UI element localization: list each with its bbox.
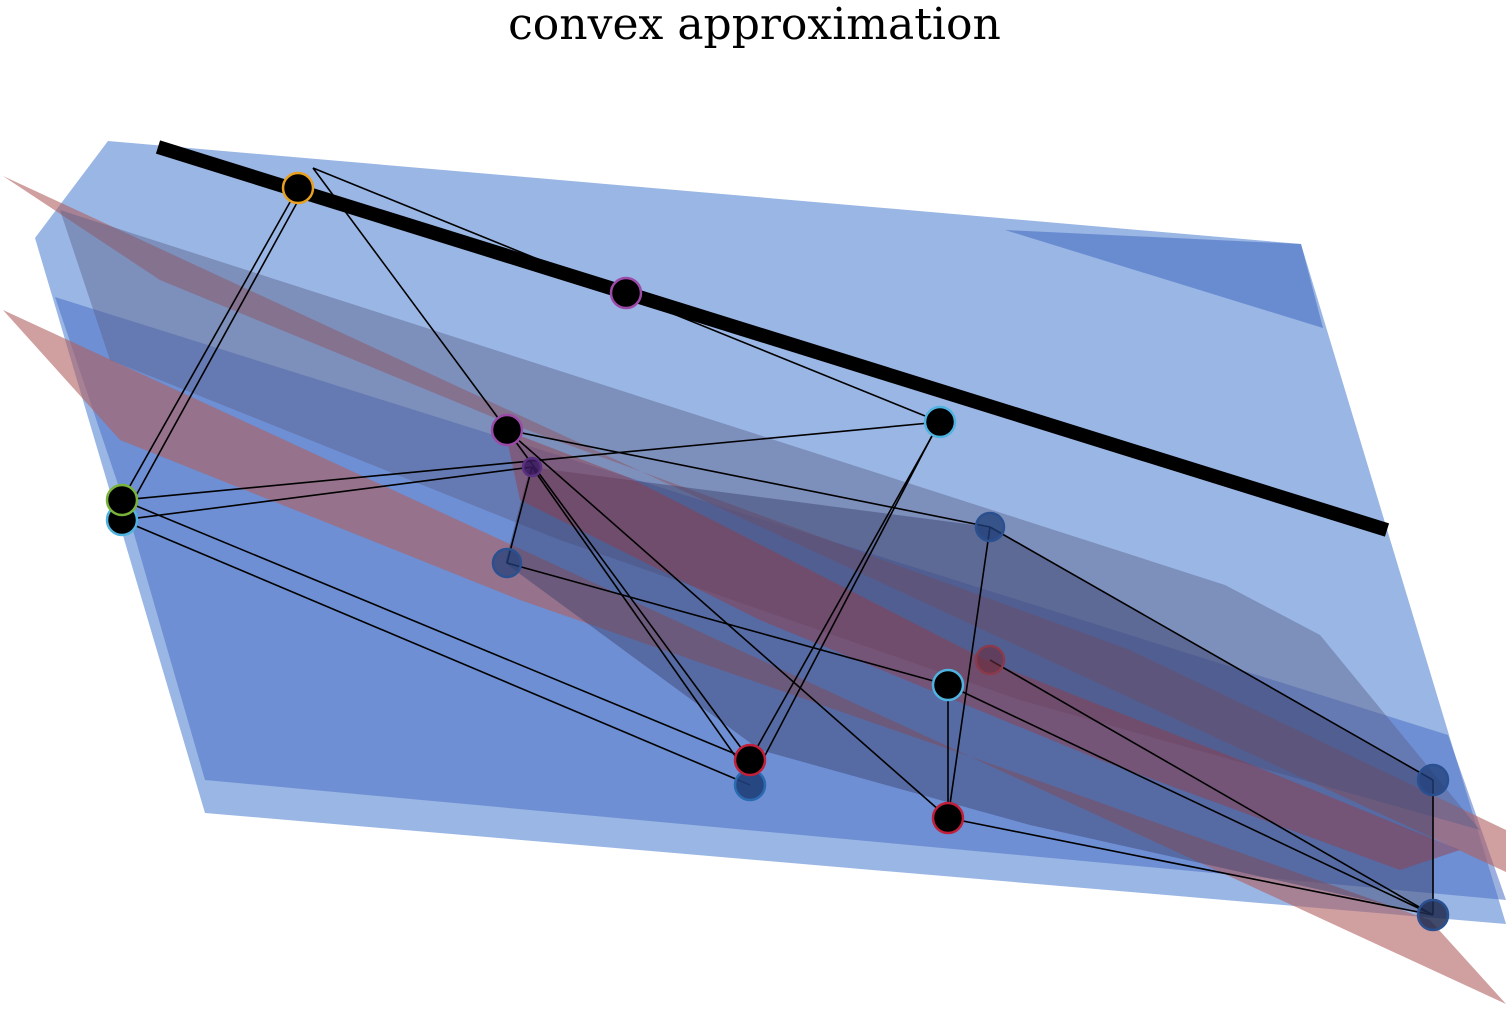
edge-21 [506,466,533,564]
node-crimson-mid [733,743,767,777]
inner-hull [505,467,1433,915]
edge-10 [531,466,746,771]
red-mid-band [505,430,1460,870]
node-hidden-b [974,511,1006,543]
node-hidden-e [1416,898,1450,932]
edge-19 [947,526,991,819]
edge-4 [127,189,305,511]
red-plane-upper [3,176,1506,872]
edge-6 [121,499,751,761]
edge-22 [989,659,1434,916]
node-green [105,483,139,517]
node-hidden-f [521,456,543,478]
edge-20 [506,562,949,686]
edge-18 [989,526,1434,781]
edge-7 [121,466,533,521]
edge-2 [312,167,508,431]
blue-plane-corner-shade [1005,230,1323,328]
blue-plane-lower [55,297,1506,900]
slab-plane [60,210,1480,830]
edge-24 [299,187,627,294]
node-orange [281,171,315,205]
node-hidden-d [1416,763,1450,797]
node-cyan-right [923,405,957,439]
red-plane-lower [3,310,1506,1004]
node-hidden-c [974,644,1006,676]
edge-9 [506,429,751,761]
edge-14 [506,429,991,528]
figure-title: convex approximation [508,0,1001,50]
node-hidden-a [491,547,523,579]
edge-8 [121,519,751,786]
edge-13 [759,429,936,766]
edge-3 [121,187,299,501]
node-crimson-low [931,801,965,835]
edge-17 [947,817,1434,916]
node-cyan-center [931,668,965,702]
edge-12 [749,421,941,761]
node-magenta [490,413,524,447]
edge-16 [947,684,1434,916]
thick-axis-line [155,140,1390,537]
node-purple-top [609,276,643,310]
graph-nodes [105,171,1450,932]
